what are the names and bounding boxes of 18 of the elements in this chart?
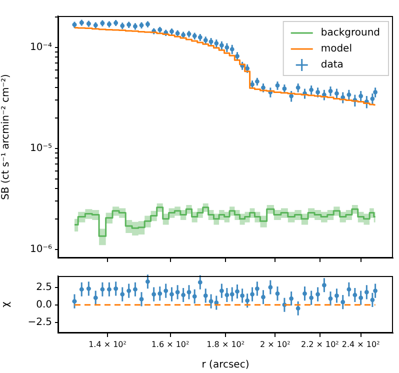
y-tick-label: 10⁻⁵ — [30, 142, 52, 154]
y-axis-title: χ — [0, 301, 12, 308]
y-tick-label: −2.5 — [28, 317, 52, 328]
x-tick-label: 2 × 10² — [260, 340, 290, 349]
x-tick-label: 2.2 × 10² — [300, 340, 339, 349]
legend-label: model — [320, 44, 352, 55]
y-tick-label: 10⁻⁶ — [30, 244, 52, 255]
x-tick-label: 1.4 × 10² — [88, 340, 126, 349]
y-axis-title: SB (ct s⁻¹ arcmin⁻² cm⁻²) — [0, 74, 12, 200]
x-tick-label: 2.4 × 10² — [342, 340, 380, 349]
x-tick-label: 1.8 × 10² — [206, 340, 245, 349]
legend-label: data — [320, 60, 344, 71]
y-tick-label: 2.5 — [36, 282, 52, 293]
x-tick-label: 1.6 × 10² — [151, 340, 190, 349]
legend-label: background — [320, 28, 380, 39]
y-tick-label: 0.0 — [36, 299, 52, 310]
x-axis-title: r (arcsec) — [202, 360, 250, 371]
y-tick-label: 10⁻⁴ — [30, 42, 52, 54]
